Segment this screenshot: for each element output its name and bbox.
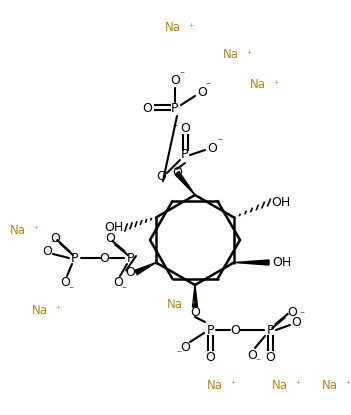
Text: Na: Na	[165, 22, 181, 34]
Text: O: O	[291, 315, 301, 329]
Text: P: P	[171, 102, 179, 115]
Text: O: O	[207, 142, 217, 154]
Text: Na: Na	[223, 49, 239, 61]
Text: P: P	[206, 324, 214, 337]
Text: P: P	[71, 251, 79, 264]
Text: Na: Na	[322, 378, 338, 391]
Text: ⁻: ⁻	[177, 349, 181, 359]
Text: Na: Na	[272, 378, 288, 391]
Text: Na: Na	[32, 303, 48, 317]
Text: O: O	[113, 276, 123, 290]
Text: ⁺: ⁺	[55, 305, 61, 315]
Text: O: O	[205, 351, 215, 364]
Text: ⁻: ⁻	[51, 239, 55, 249]
Text: ⁻: ⁻	[172, 123, 178, 133]
Text: ⁻: ⁻	[205, 81, 211, 91]
Text: ⁻: ⁻	[68, 285, 74, 295]
Text: ⁺: ⁺	[230, 380, 236, 390]
Text: ⁻: ⁻	[217, 137, 223, 147]
Text: O: O	[50, 232, 60, 244]
Text: ⁺: ⁺	[246, 50, 252, 60]
Text: Na: Na	[250, 78, 266, 91]
Text: ⁻: ⁻	[121, 285, 127, 295]
Text: Na: Na	[10, 224, 26, 237]
Text: O: O	[125, 266, 135, 279]
Text: OH: OH	[272, 256, 292, 269]
Text: O: O	[180, 340, 190, 354]
Text: O: O	[197, 86, 207, 100]
Text: O: O	[287, 305, 297, 318]
Text: ⁺: ⁺	[273, 80, 279, 90]
Polygon shape	[175, 171, 195, 195]
Text: ⁺: ⁺	[33, 225, 39, 235]
Text: ⁺: ⁺	[188, 23, 194, 33]
Text: O: O	[99, 251, 109, 264]
Text: O: O	[105, 232, 115, 244]
Text: O: O	[230, 324, 240, 337]
Text: O: O	[42, 244, 52, 257]
Polygon shape	[135, 263, 156, 275]
Text: O: O	[142, 102, 152, 115]
Text: O: O	[190, 307, 200, 320]
Polygon shape	[234, 260, 269, 265]
Text: O: O	[172, 166, 182, 180]
Text: ⁺: ⁺	[190, 300, 196, 310]
Polygon shape	[192, 285, 198, 307]
Text: Na: Na	[207, 378, 223, 391]
Text: ⁻: ⁻	[179, 70, 185, 80]
Text: O: O	[265, 351, 275, 364]
Text: OH: OH	[271, 196, 291, 209]
Text: ⁻: ⁻	[256, 357, 260, 367]
Text: ⁺: ⁺	[345, 380, 351, 390]
Text: Na: Na	[167, 298, 183, 312]
Text: ⁺: ⁺	[296, 380, 300, 390]
Text: P: P	[266, 324, 274, 337]
Text: O: O	[156, 171, 166, 183]
Text: P: P	[126, 251, 134, 264]
Text: O: O	[60, 276, 70, 290]
Text: O: O	[247, 349, 257, 361]
Text: O: O	[180, 122, 190, 134]
Text: O: O	[170, 75, 180, 88]
Text: ⁻: ⁻	[299, 310, 305, 320]
Text: P: P	[181, 149, 189, 161]
Text: OH: OH	[104, 221, 124, 234]
